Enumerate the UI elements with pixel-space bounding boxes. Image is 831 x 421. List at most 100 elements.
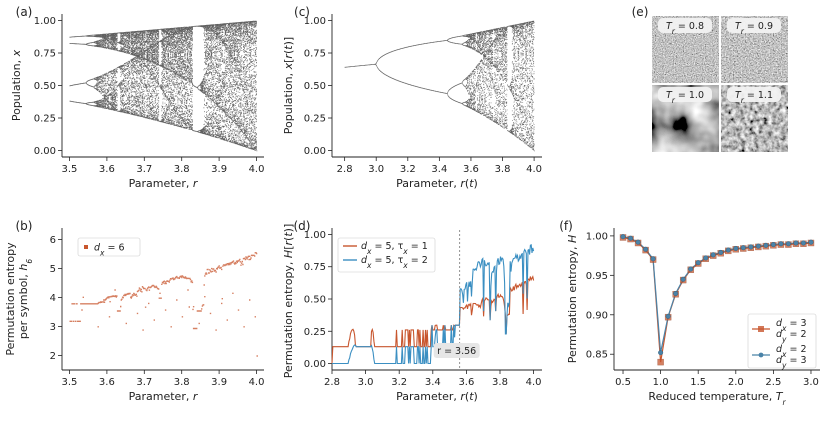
data-point-circle bbox=[695, 260, 701, 266]
panel-label: (b) bbox=[16, 219, 33, 233]
legend-marker bbox=[758, 352, 764, 358]
x-tick-label: 3.6 bbox=[458, 377, 474, 388]
x-axis-label: Parameter, r(t) bbox=[396, 177, 478, 190]
x-tick-label: 2.5 bbox=[765, 377, 781, 388]
lattice-tile: Tr = 0.8 bbox=[652, 16, 719, 83]
x-axis-var: r bbox=[193, 390, 199, 403]
tile-label-box bbox=[727, 87, 781, 102]
tile-suffix: = 0.9 bbox=[744, 21, 773, 32]
y-p: ( bbox=[282, 237, 295, 241]
x-tick-label: 3.4 bbox=[431, 164, 447, 175]
data-point-circle bbox=[643, 246, 649, 252]
data-point-circle bbox=[785, 241, 791, 247]
y-H: H bbox=[282, 250, 295, 258]
x-axis-label: Parameter, r(t) bbox=[396, 390, 478, 403]
y-tick-label: 0.50 bbox=[304, 81, 326, 92]
tile-label-box bbox=[658, 87, 712, 102]
x-axis-var: r bbox=[460, 177, 466, 190]
x-tick-label: 2.0 bbox=[728, 377, 744, 388]
tile-label-box bbox=[658, 18, 712, 33]
x-axis-var: r bbox=[193, 177, 199, 190]
y-tick-label: 0.75 bbox=[304, 262, 326, 273]
data-point-square bbox=[657, 358, 664, 366]
legend-d: d bbox=[776, 344, 783, 355]
x-tick-label: 0.5 bbox=[615, 377, 631, 388]
x-tick-label: 3.6 bbox=[463, 164, 479, 175]
y-p2: )] bbox=[282, 224, 295, 233]
data-point-circle bbox=[665, 313, 671, 319]
y-tick-label: 0.90 bbox=[586, 310, 608, 321]
data-point-circle bbox=[778, 241, 784, 247]
legend-label: dx = 5, τx = 2 bbox=[361, 255, 428, 270]
y-tick-label: 1.00 bbox=[304, 230, 326, 241]
x-tick-label: 3.2 bbox=[391, 377, 407, 388]
y-t: t bbox=[282, 45, 295, 50]
y-axis-label-line1: Permutation entropy bbox=[4, 242, 17, 356]
panel-a: 3.5 3.6 3.7 3.8 3.9 4.0 0.00 0.25 0.50 0.75 1.00(a… bbox=[10, 5, 264, 190]
y-axis-label: Permutation entropy, H[r(t)] bbox=[282, 224, 295, 379]
panel-d: 2.8 3.0 3.2 3.4 3.6 3.8 4.0 0.00 0.25 0.50 0.75 1.0… bbox=[282, 219, 542, 403]
x-axis-sub: r bbox=[782, 398, 786, 407]
x-axis-label: Parameter, r bbox=[129, 390, 199, 403]
tile-suffix: = 1.1 bbox=[744, 90, 773, 101]
y-axis-label: Population, x bbox=[10, 49, 23, 121]
tile-var: T bbox=[735, 90, 742, 101]
y-tick-label: 0.95 bbox=[586, 271, 608, 282]
legend-sub: x bbox=[781, 324, 787, 333]
data-point-circle bbox=[658, 350, 664, 356]
data-point-circle bbox=[703, 255, 709, 261]
y-r: r bbox=[282, 53, 295, 59]
legend-d: d bbox=[361, 241, 368, 252]
data-point-circle bbox=[800, 240, 806, 246]
y-p: ( bbox=[282, 50, 295, 54]
threshold-label-box bbox=[433, 343, 480, 358]
y-tick-label: 3 bbox=[50, 322, 56, 333]
legend-label: dx = 6 bbox=[94, 243, 125, 258]
y-axis-var: H bbox=[566, 235, 579, 243]
x-tick-label: 3.0 bbox=[358, 377, 374, 388]
tile-sub: r bbox=[672, 27, 676, 36]
legend-sub: y bbox=[781, 361, 787, 370]
legend-label: dx = 5, τx = 1 bbox=[361, 241, 428, 256]
x-tick-label: 3.9 bbox=[211, 164, 227, 175]
bifurcation-points bbox=[344, 20, 535, 152]
entropy-points bbox=[69, 252, 258, 357]
y-tick-label: 1.00 bbox=[586, 231, 608, 242]
y-t: t bbox=[282, 232, 295, 237]
tile-sub: r bbox=[741, 27, 745, 36]
series-line-tau2 bbox=[332, 243, 535, 365]
lattice-tile: Tr = 1.0 bbox=[652, 85, 719, 152]
data-point-circle bbox=[733, 246, 739, 252]
tile-label-box bbox=[727, 18, 781, 33]
panel-label: (e) bbox=[632, 5, 649, 19]
x-tick-label: 3.6 bbox=[99, 164, 115, 175]
legend-mid: = 5, τ bbox=[371, 255, 403, 266]
tile-label: Tr = 0.8 bbox=[666, 21, 704, 36]
x-tick-label: 2.8 bbox=[337, 164, 353, 175]
panel-e: Tr = 0.8 Tr = 0.9Tr = 1.0 Tr = 1.1(e) bbox=[632, 5, 788, 152]
legend-sub: x bbox=[99, 248, 105, 257]
x-tick-label: 4.0 bbox=[249, 377, 265, 388]
legend-val: = 2 bbox=[786, 344, 806, 355]
y-tick-label: 0.00 bbox=[34, 146, 56, 157]
x-tick-label: 3.6 bbox=[99, 377, 115, 388]
x-tick-label: 1.5 bbox=[690, 377, 706, 388]
data-point-circle bbox=[725, 247, 731, 253]
data-point-circle bbox=[673, 290, 679, 296]
x-tick-label: 1.0 bbox=[653, 377, 669, 388]
data-point-circle bbox=[680, 276, 686, 282]
x-tick-label: 3.9 bbox=[211, 377, 227, 388]
y-axis-var: x bbox=[282, 62, 295, 70]
tile-var: T bbox=[666, 21, 673, 32]
x-p: ) bbox=[474, 390, 478, 403]
lattice-tile: Tr = 1.1 bbox=[721, 85, 788, 152]
legend-sub: x bbox=[366, 261, 372, 270]
x-tick-label: 2.8 bbox=[324, 377, 340, 388]
x-tick-label: 3.8 bbox=[174, 164, 190, 175]
y-tick-label: 4 bbox=[50, 293, 56, 304]
panel-label: (f) bbox=[559, 219, 573, 233]
x-tick-label: 3.2 bbox=[400, 164, 416, 175]
legend-mid: = 5, τ bbox=[371, 241, 403, 252]
x-tick-label: 3.0 bbox=[368, 164, 384, 175]
panel-label: (d) bbox=[294, 219, 311, 233]
